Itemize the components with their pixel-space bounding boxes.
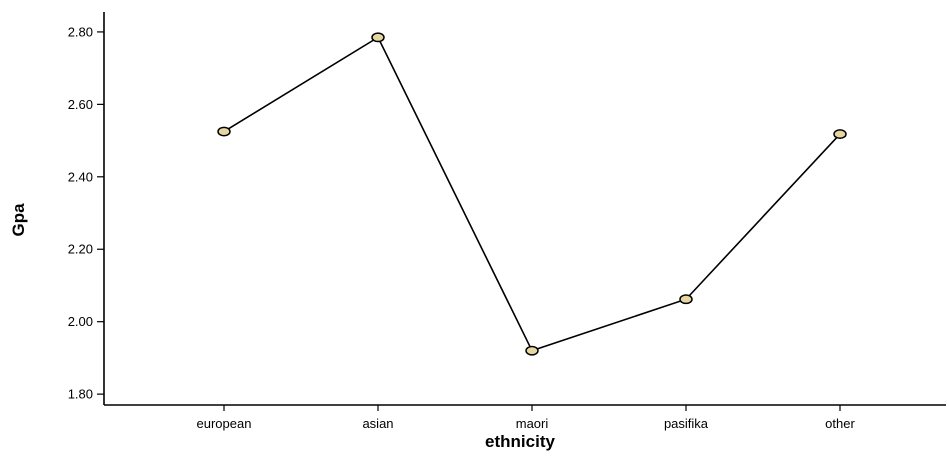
x-axis-ticks: european asian maori pasifika other [197,405,855,431]
y-tick-label: 2.60 [68,97,93,112]
y-tick-label: 2.80 [68,24,93,39]
y-tick-label: 2.00 [68,314,93,329]
y-axis-title: Gpa [9,203,28,237]
y-tick-label: 1.80 [68,387,93,402]
series-layer [223,36,841,352]
y-tick-label: 2.40 [68,169,93,184]
data-point [371,32,385,43]
x-tick-label: other [825,416,855,431]
x-tick-label: maori [516,416,549,431]
y-axis-ticks: 1.80 2.00 2.20 2.40 2.60 2.80 [68,24,104,402]
points-layer [217,32,847,356]
series-line [223,36,841,352]
axes [103,12,946,406]
x-tick-label: pasifika [664,416,709,431]
y-tick-label: 2.20 [68,242,93,257]
data-point [833,129,847,140]
data-point [217,126,231,137]
data-point [679,294,693,305]
x-axis-title: ethnicity [485,432,555,451]
x-tick-label: asian [362,416,393,431]
x-tick-label: european [197,416,252,431]
data-point [525,345,539,356]
